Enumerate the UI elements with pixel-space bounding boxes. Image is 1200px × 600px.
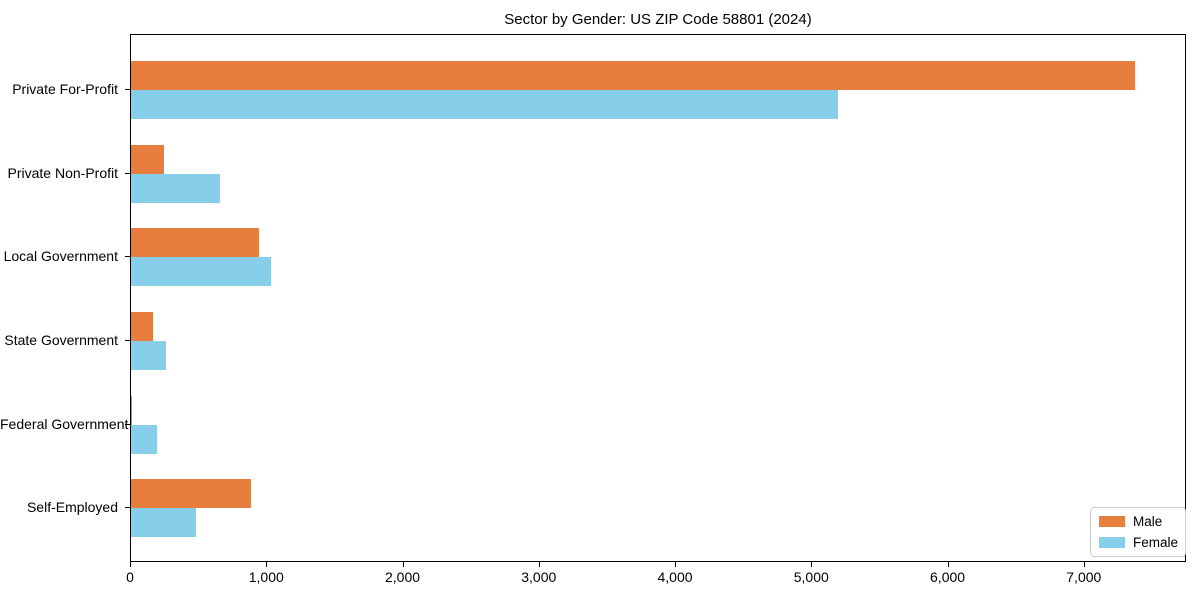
xtick-label-5000: 5,000 bbox=[793, 569, 829, 585]
xtick-label-2000: 2,000 bbox=[384, 569, 421, 585]
xtick-mark bbox=[675, 562, 677, 567]
xtick-label-4000: 4,000 bbox=[657, 569, 693, 585]
ytick-label-private-for-profit: Private For-Profit bbox=[12, 81, 118, 98]
bar-male-state-government bbox=[131, 312, 154, 342]
ytick-mark bbox=[125, 340, 130, 342]
chart-title: Sector by Gender: US ZIP Code 58801 (202… bbox=[504, 11, 812, 28]
legend-label: Female bbox=[1133, 534, 1179, 550]
bar-female-state-government bbox=[131, 341, 166, 371]
bar-male-private-non-profit bbox=[131, 144, 165, 174]
xtick-mark bbox=[130, 562, 131, 567]
bar-female-federal-government bbox=[131, 424, 157, 454]
xtick-mark bbox=[811, 562, 813, 567]
xtick-mark bbox=[402, 562, 404, 567]
legend-item-male: Male bbox=[1099, 515, 1177, 529]
legend-swatch-male bbox=[1099, 516, 1125, 528]
xtick-mark bbox=[947, 562, 949, 567]
bar-female-private-for-profit bbox=[131, 90, 839, 120]
bar-female-private-non-profit bbox=[131, 173, 220, 203]
xtick-label-6000: 6,000 bbox=[930, 569, 966, 585]
plot-area bbox=[130, 34, 1186, 562]
ytick-mark bbox=[125, 172, 130, 174]
ytick-label-state-government: State Government bbox=[4, 332, 118, 349]
ytick-label-local-government: Local Government bbox=[3, 248, 118, 265]
xtick-mark bbox=[538, 562, 540, 567]
ytick-mark bbox=[125, 507, 130, 509]
xtick-mark bbox=[1083, 562, 1085, 567]
ytick-mark bbox=[125, 423, 130, 425]
xtick-label-7000: 7,000 bbox=[1066, 569, 1102, 585]
bar-female-self-employed bbox=[131, 508, 197, 538]
legend: Male Female bbox=[1090, 507, 1186, 557]
ytick-mark bbox=[125, 89, 130, 91]
bar-male-self-employed bbox=[131, 479, 251, 509]
ytick-label-federal-government: Federal Government bbox=[0, 415, 129, 432]
ytick-label-private-non-profit: Private Non-Profit bbox=[7, 164, 118, 181]
legend-item-female: Female bbox=[1099, 534, 1179, 550]
ytick-mark bbox=[125, 256, 130, 258]
xtick-label-0: 0 bbox=[126, 569, 134, 585]
ytick-label-self-employed: Self-Employed bbox=[26, 499, 118, 516]
bar-male-local-government bbox=[131, 228, 260, 258]
legend-label: Male bbox=[1133, 514, 1163, 529]
xtick-label-3000: 3,000 bbox=[521, 569, 557, 585]
bar-male-private-for-profit bbox=[131, 61, 1136, 91]
legend-swatch-female bbox=[1099, 536, 1125, 548]
bar-female-local-government bbox=[131, 257, 272, 287]
xtick-label-1000: 1,000 bbox=[248, 569, 284, 585]
xtick-mark bbox=[266, 562, 268, 567]
bar-male-federal-government bbox=[131, 395, 133, 425]
